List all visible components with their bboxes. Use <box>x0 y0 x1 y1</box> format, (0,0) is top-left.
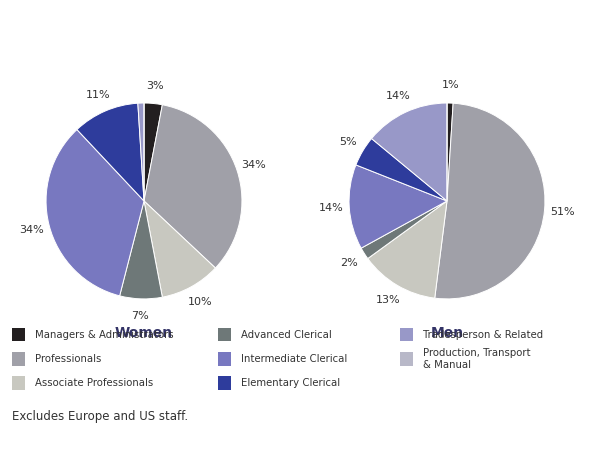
FancyBboxPatch shape <box>400 352 413 365</box>
Wedge shape <box>447 103 453 201</box>
Wedge shape <box>356 139 447 201</box>
Text: 2%: 2% <box>341 258 358 268</box>
Text: 14%: 14% <box>385 91 410 101</box>
FancyBboxPatch shape <box>218 352 230 365</box>
Text: Men: Men <box>430 326 464 340</box>
Text: 51%: 51% <box>550 207 574 217</box>
Text: Tradesperson & Related: Tradesperson & Related <box>424 330 544 340</box>
FancyBboxPatch shape <box>218 377 230 390</box>
Text: Advanced Clerical: Advanced Clerical <box>241 330 332 340</box>
Text: Intermediate Clerical: Intermediate Clerical <box>241 354 347 364</box>
FancyBboxPatch shape <box>12 377 25 390</box>
Text: 10%: 10% <box>187 297 212 307</box>
Text: 1%: 1% <box>442 80 460 91</box>
Text: Representation within Occupational Group by Gender: Representation within Occupational Group… <box>7 16 493 31</box>
Text: Associate Professionals: Associate Professionals <box>35 378 154 388</box>
Text: 3%: 3% <box>146 81 164 91</box>
Text: Production, Transport
& Manual: Production, Transport & Manual <box>424 348 531 370</box>
Wedge shape <box>361 201 447 259</box>
Wedge shape <box>371 103 447 201</box>
Text: As at 30 June 2001: As at 30 June 2001 <box>7 49 112 59</box>
FancyBboxPatch shape <box>12 328 25 341</box>
Wedge shape <box>77 103 144 201</box>
Text: 11%: 11% <box>86 90 110 100</box>
FancyBboxPatch shape <box>12 352 25 365</box>
Text: 34%: 34% <box>242 160 266 170</box>
Wedge shape <box>138 103 144 201</box>
Wedge shape <box>368 201 447 298</box>
Wedge shape <box>349 165 447 248</box>
Text: Managers & Administrators: Managers & Administrators <box>35 330 174 340</box>
Text: Elementary Clerical: Elementary Clerical <box>241 378 340 388</box>
FancyBboxPatch shape <box>400 328 413 341</box>
Wedge shape <box>144 103 163 201</box>
Text: Professionals: Professionals <box>35 354 102 364</box>
Wedge shape <box>46 129 144 296</box>
FancyBboxPatch shape <box>218 328 230 341</box>
Text: 7%: 7% <box>131 311 149 322</box>
Wedge shape <box>435 103 545 299</box>
Text: Excludes Europe and US staff.: Excludes Europe and US staff. <box>12 410 188 424</box>
Text: Women: Women <box>115 326 173 340</box>
Text: 34%: 34% <box>20 225 44 235</box>
Wedge shape <box>144 105 242 268</box>
Wedge shape <box>119 201 163 299</box>
Text: 13%: 13% <box>376 296 400 305</box>
Text: 5%: 5% <box>339 137 356 147</box>
Wedge shape <box>144 201 215 297</box>
Text: 14%: 14% <box>319 203 344 213</box>
